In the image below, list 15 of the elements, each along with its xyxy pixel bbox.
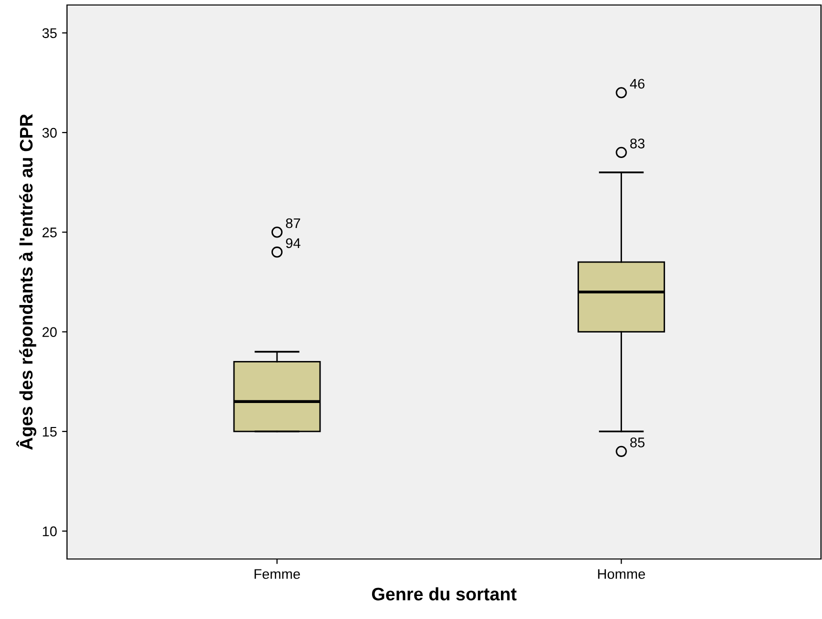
x-axis-title: Genre du sortant [372,587,517,600]
y-tick-label: 15 [42,426,57,437]
annotation: 94 [286,238,300,248]
annotation: 46 [630,78,644,89]
y-tick-label: 25 [42,228,57,238]
x-tick-label: Femme [254,569,300,579]
annotation: 83 [630,138,644,148]
annotation: 85 [630,438,645,448]
x-tick-label: Homme [598,569,646,579]
y-tick-label: 10 [42,526,57,536]
annotation: 87 [286,218,300,228]
y-tick-label: 35 [42,28,57,38]
y-axis-title: Âges des répondants à l'entrée au CPR [16,114,36,450]
y-tick-label: 30 [42,128,57,138]
y-tick-label: 20 [42,327,57,337]
